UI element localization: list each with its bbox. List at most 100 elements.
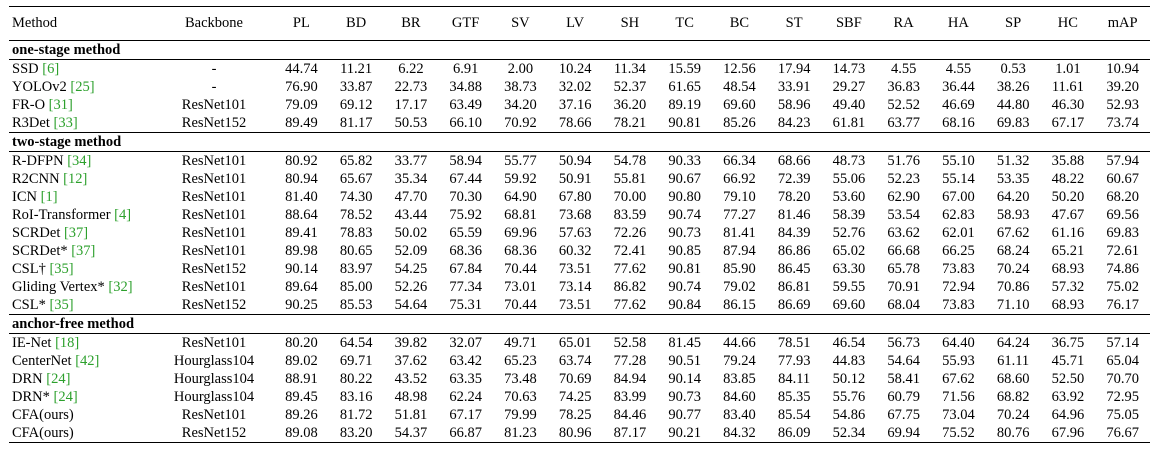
score-cell: 67.17 [1051,114,1085,131]
column-header: HA [947,15,969,31]
score-cell: 43.44 [394,206,428,223]
map-cell: 73.74 [1106,114,1139,131]
citation-link[interactable]: [35] [49,296,74,313]
score-cell: 79.02 [723,278,756,295]
citation-link[interactable]: [24] [46,370,71,387]
score-cell: 90.81 [668,260,701,277]
score-cell: 65.01 [558,334,592,351]
backbone-cell: ResNet152 [181,260,247,277]
backbone-cell: ResNet101 [181,96,247,113]
score-cell: 64.24 [996,334,1030,351]
score-cell: 52.76 [832,224,866,241]
score-cell: 62.01 [942,224,975,241]
map-cell: 75.05 [1106,406,1139,423]
score-cell: 89.49 [285,114,318,131]
score-cell: 55.93 [942,352,975,369]
score-cell: 58.39 [832,206,866,223]
score-cell: 59.92 [504,170,537,187]
citation-link[interactable]: [25] [70,78,95,95]
score-cell: 68.82 [996,388,1030,405]
citation-link[interactable]: [4] [114,206,132,223]
score-cell: 90.14 [285,260,318,277]
citation-link[interactable]: [6] [42,60,60,77]
citation-link[interactable]: [37] [63,224,89,241]
method-cell: CSL* [35] [9,296,154,315]
citation-link[interactable]: [1] [40,188,58,205]
score-cell: 68.24 [996,242,1030,259]
score-cell: 33.91 [777,78,811,95]
score-cell: 89.45 [285,388,318,405]
score-cell: 63.42 [449,352,482,369]
score-cell: 46.69 [942,96,975,113]
score-cell: 80.76 [985,424,1041,443]
score-cell: 70.92 [504,114,537,131]
score-cell: 76.90 [285,78,318,95]
method-cell: RoI-Transformer [4] [9,206,154,224]
citation-link[interactable]: [24] [53,388,78,405]
score-cell: 80.94 [285,170,318,187]
score-cell: 51.32 [996,152,1030,169]
score-cell: 32.07 [449,334,482,351]
score-cell: 66.92 [723,170,756,187]
citation-link[interactable]: [12] [63,170,88,187]
score-cell: 15.59 [668,60,701,77]
column-header: RA [893,15,914,31]
score-cell: 85.26 [723,114,756,131]
score-cell: 89.98 [285,242,318,259]
citation-link[interactable]: [32] [108,278,133,295]
score-cell: 84.39 [777,224,811,241]
score-cell: 83.20 [328,424,384,443]
score-cell: 17.17 [394,96,428,113]
citation-link[interactable]: [37] [71,242,96,259]
score-cell: 50.12 [832,370,866,387]
column-header: BR [401,15,421,31]
score-cell: 70.91 [887,278,920,295]
citation-link[interactable]: [31] [48,96,73,113]
score-cell: 83.59 [613,206,647,223]
score-cell: 66.68 [887,242,920,259]
score-cell: 62.83 [942,206,975,223]
score-cell: 81.40 [285,188,318,205]
map-cell: 65.04 [1106,352,1139,369]
method-cell: CSL† [35] [9,260,154,278]
score-cell: 67.75 [887,406,920,423]
score-cell: 53.35 [996,170,1030,187]
score-cell: 53.60 [832,188,866,205]
score-cell: 85.54 [777,406,811,423]
score-cell: 35.88 [1051,152,1085,169]
score-cell: 55.81 [613,170,647,187]
table-row: FR-O [31] ResNet101 79.09 69.12 17.17 63.49 34… [9,96,1150,114]
map-cell: 57.14 [1106,334,1139,351]
backbone-cell: ResNet101 [181,188,247,205]
header-row: Method Backbone PL BD BR GTF SV LV SH TC BC ST SBF RA… [9,6,1150,41]
citation-link[interactable]: [35] [49,260,74,277]
score-cell: 55.77 [504,152,537,169]
citation-link[interactable]: [33] [53,114,78,131]
score-cell: 33.87 [339,78,373,95]
score-cell: 69.83 [996,114,1030,131]
score-cell: 84.11 [778,370,811,387]
score-cell: 71.10 [996,296,1030,313]
citation-link[interactable]: [34] [67,152,92,169]
score-cell: 65.82 [339,152,373,169]
method-cell: SCRDet* [37] [9,242,154,260]
citation-link[interactable]: [18] [55,334,80,351]
table-row: R2CNN [12] ResNet101 80.94 65.67 35.34 67.44 5… [9,170,1150,188]
score-cell: 48.98 [394,388,428,405]
citation-link[interactable]: [42] [75,352,100,369]
score-cell: 83.97 [339,260,373,277]
table-row: SSD [6] - 44.74 11.21 6.22 6.91 2.00 10.24 11.34… [9,60,1150,79]
method-name: R3Det [12,114,54,131]
group-header-row: anchor-free method [9,314,1150,334]
score-cell: 63.77 [887,114,920,131]
backbone-cell: ResNet101 [181,278,247,295]
score-cell: 50.02 [394,224,428,241]
score-cell: 67.44 [449,170,482,187]
score-cell: 67.00 [942,188,975,205]
score-cell: 77.62 [613,260,647,277]
score-cell: 68.66 [777,152,811,169]
score-cell: 90.74 [668,278,701,295]
score-cell: 84.46 [613,406,647,423]
score-cell: 36.20 [613,96,647,113]
map-cell: 69.83 [1106,224,1139,241]
